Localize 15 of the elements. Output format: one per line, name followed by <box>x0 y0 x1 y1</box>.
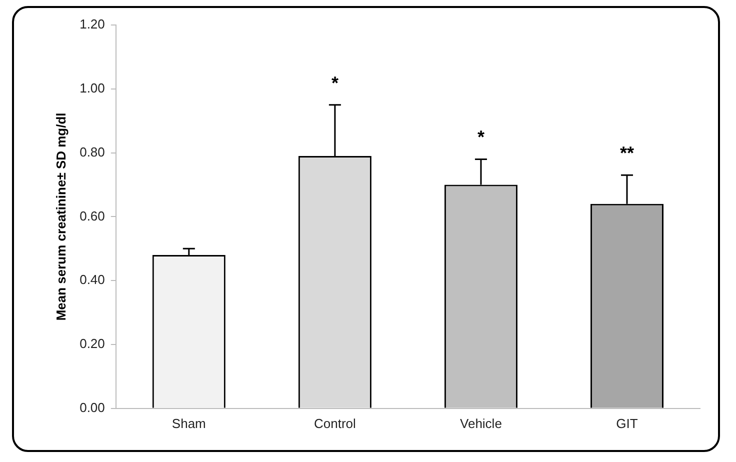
y-tick-label: 1.00 <box>80 80 105 96</box>
annotation: ** <box>620 143 634 164</box>
y-tick-label: 0.20 <box>80 336 105 352</box>
x-tick-label: Vehicle <box>460 416 502 431</box>
x-tick-label: Sham <box>172 416 206 431</box>
annotation: * <box>331 72 338 93</box>
x-tick-label: Control <box>314 416 356 431</box>
y-tick-label: 0.60 <box>80 208 105 224</box>
y-tick-label: 0.40 <box>80 272 105 288</box>
y-tick-label: 1.20 <box>80 16 105 32</box>
y-tick-label: 0.80 <box>80 144 105 160</box>
y-tick-label: 0.00 <box>80 400 105 415</box>
y-axis-title: Mean serum creatinine± SD mg/dl <box>53 112 68 321</box>
annotation: * <box>477 127 484 148</box>
x-tick-label: GIT <box>616 416 638 431</box>
